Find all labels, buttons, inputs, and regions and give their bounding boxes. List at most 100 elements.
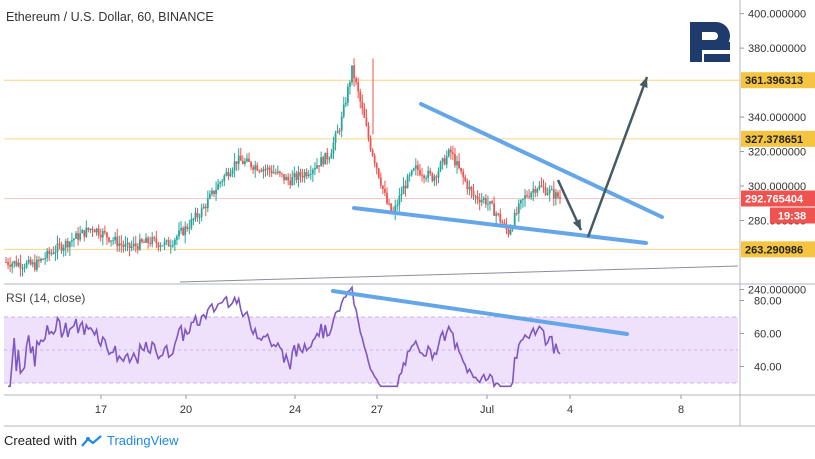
candle-body: [151, 237, 154, 245]
candle-body: [515, 212, 518, 214]
candle-body: [365, 117, 368, 126]
candle-body: [219, 182, 222, 184]
candle-body: [489, 201, 491, 204]
candle-body: [229, 173, 232, 177]
candle-body: [161, 245, 164, 247]
candle-body: [550, 189, 553, 191]
candle-body: [336, 130, 339, 134]
candle-body: [435, 176, 438, 178]
candle-body: [40, 258, 42, 262]
candle-body: [159, 245, 162, 248]
candle-body: [188, 227, 191, 229]
footer: Created with TradingView: [4, 433, 179, 448]
candle-body: [460, 167, 463, 172]
candle-body: [538, 185, 541, 189]
candle-body: [182, 227, 185, 236]
candle-body: [141, 239, 143, 242]
candle-body: [373, 155, 376, 164]
candle-body: [176, 236, 178, 240]
candle-body: [190, 219, 193, 228]
candle-body: [44, 258, 47, 260]
candle-body: [324, 152, 327, 165]
candle-body: [165, 240, 168, 242]
candle-body: [544, 187, 547, 195]
candle-body: [371, 149, 374, 156]
candle-body: [116, 236, 119, 247]
candle-body: [196, 212, 199, 217]
candle-body: [46, 250, 49, 259]
candle-body: [262, 169, 265, 172]
candle-body: [180, 227, 182, 231]
candle-body: [81, 230, 84, 234]
candle-body: [192, 218, 195, 220]
candle-body: [480, 199, 483, 203]
candle-body: [276, 171, 279, 174]
candle-body: [472, 190, 475, 197]
candle-body: [248, 158, 250, 162]
time-tick-label: 4: [567, 404, 573, 416]
candle-body: [536, 188, 539, 193]
candle-body: [89, 228, 92, 230]
rsi-trend-line: [331, 289, 629, 336]
candle-body: [437, 170, 440, 178]
rsi-indicator-label[interactable]: RSI (14, close): [6, 291, 86, 305]
candle-body: [75, 233, 77, 239]
candle-body: [484, 198, 487, 205]
candle-body: [332, 142, 335, 154]
candle-body: [386, 192, 388, 204]
candle-body: [54, 251, 57, 254]
upper-trend-line: [419, 102, 664, 219]
candle-body: [217, 183, 220, 190]
candle-body: [202, 206, 205, 209]
candle-body: [406, 175, 409, 189]
candle-body: [5, 261, 7, 263]
candle-body: [414, 165, 417, 169]
candle-body: [503, 223, 506, 225]
candle-body: [355, 78, 358, 83]
candle-body: [342, 104, 345, 117]
time-tick-label: 8: [678, 404, 684, 416]
candle-body: [99, 235, 102, 238]
candle-body: [519, 200, 522, 204]
candle-body: [320, 157, 323, 167]
candle-body: [410, 170, 413, 175]
candle-body: [97, 228, 100, 236]
candle-body: [526, 195, 528, 197]
candle-body: [266, 167, 269, 170]
candle-body: [112, 240, 114, 242]
candle-body: [394, 205, 397, 213]
candle-body: [295, 173, 298, 180]
candle-body: [52, 252, 55, 254]
candle-body: [211, 190, 213, 195]
candle-body: [390, 203, 393, 213]
candle-body: [7, 261, 9, 265]
candle-body: [311, 169, 314, 174]
candle-body: [384, 188, 386, 193]
candle-body: [93, 230, 96, 233]
tradingview-link[interactable]: TradingView: [106, 433, 179, 448]
candle-body: [287, 176, 290, 181]
candle-body: [270, 170, 273, 174]
candle-body: [470, 186, 473, 191]
price-tick-label: 320.000000: [748, 147, 806, 159]
candle-body: [206, 198, 209, 209]
candle-body: [237, 155, 240, 164]
candle-body: [375, 163, 378, 169]
candle-body: [289, 180, 292, 186]
price-tick-label: 400.000000: [748, 9, 806, 21]
level-price-tag: [741, 130, 815, 147]
candle-body: [87, 227, 90, 230]
candle-body: [309, 173, 312, 175]
candle-body: [369, 138, 372, 150]
level-price-tag: [741, 72, 815, 89]
candle-body: [408, 174, 411, 176]
candle-body: [466, 181, 469, 190]
candle-body: [48, 250, 51, 254]
time-tick-label: 17: [95, 404, 107, 416]
candle-body: [231, 169, 234, 174]
candle-body: [83, 230, 86, 237]
candle-body: [381, 185, 384, 189]
candle-body: [126, 242, 129, 245]
candle-body: [169, 245, 172, 247]
candle-body: [208, 194, 211, 199]
